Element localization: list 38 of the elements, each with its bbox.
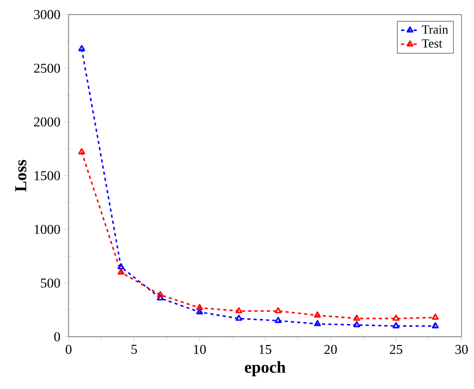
- x-tick-label: 15: [260, 345, 272, 354]
- x-tick-label: 20: [324, 345, 337, 354]
- point: [196, 304, 204, 310]
- y-axis-title: Loss: [15, 160, 26, 192]
- point: [274, 316, 282, 324]
- point: [118, 268, 124, 275]
- point: [314, 312, 321, 318]
- point: [235, 314, 242, 321]
- point: [235, 307, 242, 314]
- x-axis-title: epoch: [244, 361, 286, 376]
- y-tick-label: 3000: [34, 10, 60, 20]
- point: [314, 320, 321, 326]
- x-tick-label: 30: [455, 345, 468, 354]
- x-tick-label: 0: [66, 345, 72, 354]
- point: [432, 314, 439, 320]
- point: [196, 308, 204, 314]
- x-tick-label: 5: [131, 345, 137, 354]
- y-tick-label: 1000: [34, 224, 60, 234]
- y-tick-label: 1500: [34, 171, 60, 180]
- point: [392, 322, 400, 328]
- point: [353, 314, 360, 321]
- point: [156, 291, 164, 298]
- x-tick-label: 10: [194, 345, 206, 354]
- y-tick-label: 2500: [34, 64, 60, 73]
- x-tick-label: 25: [390, 345, 402, 354]
- point: [392, 314, 400, 321]
- point: [353, 321, 360, 328]
- y-tick-label: 0: [54, 332, 60, 342]
- point: [156, 294, 164, 301]
- point: [78, 148, 86, 154]
- y-tick-label: 2000: [34, 118, 60, 127]
- point: [78, 45, 86, 52]
- legend-label: Test: [422, 39, 442, 48]
- y-tick-label: 500: [41, 278, 60, 288]
- point: [118, 263, 124, 270]
- point: [274, 307, 282, 314]
- legend-label: Train: [422, 25, 448, 34]
- point: [432, 322, 439, 328]
